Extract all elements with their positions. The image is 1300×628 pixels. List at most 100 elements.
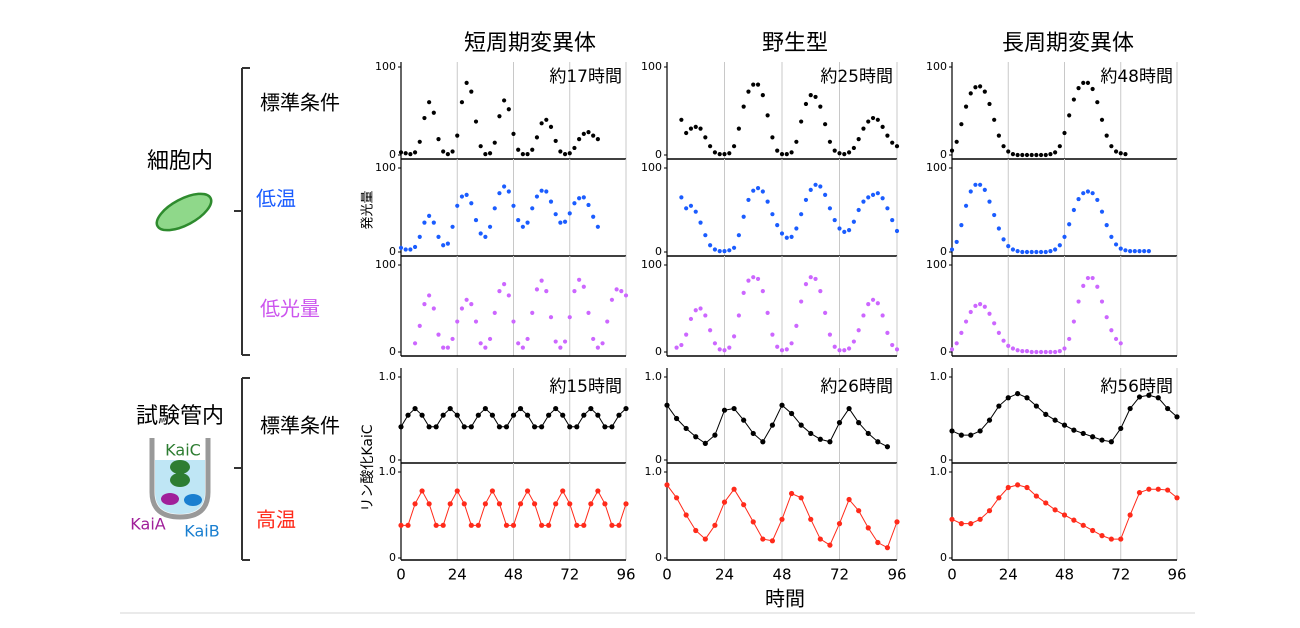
period-annotation: 約48時間 xyxy=(1100,67,1173,87)
data-point xyxy=(581,131,586,136)
data-point xyxy=(405,412,411,418)
protein-label: KaiC xyxy=(165,441,201,460)
data-point xyxy=(949,148,955,153)
protein-label: KaiB xyxy=(184,522,219,541)
data-point xyxy=(958,521,964,527)
data-point xyxy=(842,152,847,157)
data-point xyxy=(765,199,770,204)
data-point xyxy=(693,209,698,214)
data-point xyxy=(574,522,580,528)
data-point xyxy=(1071,319,1076,324)
data-point xyxy=(454,412,460,418)
data-point xyxy=(1057,243,1062,248)
kaic-icon xyxy=(170,460,190,474)
data-point xyxy=(445,241,450,246)
data-point xyxy=(1080,522,1086,528)
data-point xyxy=(1006,244,1011,249)
data-point xyxy=(817,436,823,442)
data-point xyxy=(875,117,880,122)
data-point xyxy=(727,345,732,350)
data-point xyxy=(506,189,511,194)
data-point xyxy=(703,313,708,318)
data-point xyxy=(856,207,861,213)
data-point xyxy=(588,501,594,507)
period-annotation: 約56時間 xyxy=(1100,377,1173,397)
data-point xyxy=(818,289,823,294)
data-point xyxy=(818,104,823,109)
data-point xyxy=(866,195,871,200)
kaia-icon xyxy=(161,493,179,505)
data-point xyxy=(531,501,538,507)
data-point xyxy=(760,93,765,98)
data-point xyxy=(487,151,493,156)
data-point xyxy=(973,303,978,308)
data-point xyxy=(736,233,741,238)
data-point xyxy=(461,501,467,507)
data-point xyxy=(1095,100,1100,105)
data-point xyxy=(473,119,479,124)
data-point xyxy=(741,104,746,109)
data-point xyxy=(602,424,608,430)
data-point xyxy=(1020,249,1025,255)
data-point xyxy=(405,522,411,528)
data-point xyxy=(856,508,862,514)
data-point xyxy=(403,151,408,156)
data-point xyxy=(562,339,568,344)
data-point xyxy=(1071,97,1076,102)
data-point xyxy=(1024,395,1030,401)
data-point xyxy=(623,405,629,412)
data-point xyxy=(567,211,572,216)
x-tick-label: 24 xyxy=(715,566,734,584)
data-point xyxy=(837,151,842,156)
data-point xyxy=(880,196,885,201)
data-point xyxy=(731,334,737,339)
data-point xyxy=(698,220,703,225)
x-tick-label: 48 xyxy=(1055,566,1074,584)
data-point xyxy=(978,84,983,89)
data-point xyxy=(419,412,425,418)
y-tick-label: 1.0 xyxy=(379,370,397,383)
data-point xyxy=(664,482,670,488)
data-point xyxy=(836,420,843,426)
data-point xyxy=(1062,234,1067,239)
data-point xyxy=(1038,249,1044,255)
data-point xyxy=(717,347,722,352)
data-point xyxy=(591,336,596,342)
data-point xyxy=(1146,249,1151,254)
data-point xyxy=(1015,391,1021,397)
data-point xyxy=(712,247,718,252)
data-point xyxy=(775,223,780,228)
data-point xyxy=(431,110,436,115)
data-point xyxy=(455,203,460,208)
data-point xyxy=(1043,249,1048,255)
data-point xyxy=(1071,517,1077,523)
data-point xyxy=(417,139,422,144)
data-point xyxy=(489,488,496,494)
data-point xyxy=(674,345,679,350)
data-point xyxy=(511,131,516,136)
bracket xyxy=(234,377,250,561)
data-point xyxy=(846,346,852,351)
data-point xyxy=(492,140,497,145)
data-point xyxy=(427,100,432,105)
data-point xyxy=(721,407,728,413)
y-tick-label: 0 xyxy=(655,551,662,564)
y-tick-label: 0 xyxy=(655,345,662,358)
data-point xyxy=(1029,349,1034,355)
condition-label: 低温 xyxy=(256,187,296,211)
tube-wall xyxy=(149,438,211,520)
data-point xyxy=(539,522,545,528)
data-point xyxy=(712,432,718,438)
data-point xyxy=(616,412,622,418)
data-point xyxy=(483,345,488,350)
x-tick-label: 96 xyxy=(616,566,635,584)
data-point xyxy=(464,192,469,197)
data-point xyxy=(717,152,722,157)
data-point xyxy=(1015,482,1021,488)
data-point xyxy=(433,424,439,430)
period-annotation: 約17時間 xyxy=(549,67,622,87)
y-tick-label: 0 xyxy=(389,148,396,161)
period-annotation: 約15時間 xyxy=(549,377,622,397)
data-point xyxy=(577,137,582,142)
